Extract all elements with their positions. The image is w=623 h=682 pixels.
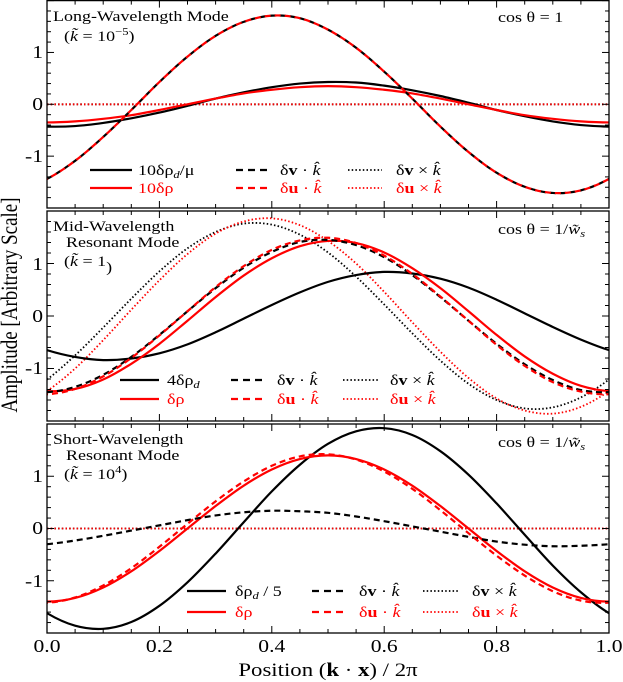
curve-solid-red (47, 454, 609, 603)
y-tick-label: 1 (32, 43, 43, 63)
legend-label: δρ (235, 603, 252, 620)
legend-label: δv × k̂ (390, 371, 435, 388)
y-tick-label: -1 (25, 359, 43, 379)
wavenumber-label: (k̃ = 1) (64, 252, 112, 275)
legend-label: δρ (167, 390, 184, 407)
plot-frame (46, 0, 610, 209)
legend-label: δρd / 5 (235, 582, 282, 601)
legend-label: δu · k̂ (280, 179, 322, 196)
y-tick-label: 0 (32, 307, 43, 327)
curve-dashed-red (47, 453, 609, 604)
curve-dashed-red (47, 236, 609, 396)
panel-long-wavelength: Long-Wavelength Mode (k̃ = 10−5) cos θ =… (25, 0, 610, 209)
y-tick-label: 1 (32, 467, 43, 487)
legend-label: δv · k̂ (277, 371, 318, 388)
panel-title: Long-Wavelength Mode (53, 7, 229, 24)
plot-frame (46, 423, 610, 634)
legend-label: δu × k̂ (472, 603, 518, 620)
legend-label: δu · k̂ (277, 390, 319, 407)
curve-dotted-black (47, 222, 609, 410)
x-tick-label: 0.0 (34, 637, 61, 657)
cos-theta-annotation: cos θ = 1/w̃s (498, 433, 586, 452)
legend-label: 10δρd/μ (138, 161, 194, 180)
x-tick-label: 0.4 (258, 637, 285, 657)
legend-label: δv · k̂ (359, 582, 400, 599)
plot-frame (46, 210, 610, 422)
x-axis-label: Position (k · x) / 2π (238, 659, 418, 681)
y-tick-label: 0 (32, 519, 43, 539)
x-tick-label: 0.2 (146, 637, 173, 657)
curve-dashed-black (47, 238, 609, 394)
y-tick-label: -1 (25, 147, 43, 167)
legend: 4δρd δρ δv · k̂ δu · k̂ δv × k̂ δu × k̂ (120, 371, 436, 408)
curve-dashed-red (47, 14, 609, 195)
curve-solid-black (47, 426, 609, 631)
x-tick-label: 1.0 (596, 637, 623, 657)
legend: 10δρd/μ 10δρ δv · k̂ δu · k̂ δv × k̂ δu … (90, 161, 442, 197)
cos-theta-annotation: cos θ = 1/w̃s (498, 220, 586, 239)
plot-curves (47, 426, 609, 631)
curve-solid-red (47, 85, 609, 124)
curve-solid-black (47, 270, 609, 362)
legend-label: 10δρ (138, 179, 173, 196)
legend-label: 4δρd (167, 371, 200, 390)
legend-label: δv × k̂ (396, 161, 441, 178)
panel-short-wavelength: Short-Wavelength Resonant Mode (k̃ = 104… (25, 423, 623, 657)
cos-theta-annotation: cos θ = 1 (498, 8, 563, 25)
legend-label: δu × k̂ (390, 390, 436, 407)
wavenumber-label: (k̃ = 10−5) (64, 26, 134, 45)
legend: δρd / 5 δρ δv · k̂ δu · k̂ δv × k̂ δu × … (187, 582, 518, 621)
legend-label: δu · k̂ (359, 603, 401, 620)
legend-label: δv · k̂ (280, 161, 321, 178)
panel-title: Short-Wavelength (53, 430, 184, 447)
y-tick-label: 0 (32, 95, 43, 115)
y-tick-label: -1 (25, 572, 43, 592)
panel-title: Mid-Wavelength (53, 217, 175, 234)
panel-subtitle: Resonant Mode (66, 446, 179, 463)
legend-label: δu × k̂ (396, 179, 442, 196)
y-axis-label: Amplitude [Arbitrary Scale] (0, 197, 22, 412)
plot-curves (47, 14, 609, 195)
panel-mid-wavelength: Mid-Wavelength Resonant Mode (k̃ = 1) co… (25, 210, 610, 422)
y-tick-label: 1 (32, 255, 43, 275)
x-tick-label: 0.6 (371, 637, 398, 657)
panel-subtitle: Resonant Mode (66, 233, 179, 250)
x-tick-label: 0.8 (483, 637, 510, 657)
plot-curves (47, 217, 609, 415)
legend-label: δv × k̂ (472, 582, 517, 599)
curve-solid-red (47, 239, 609, 393)
wavenumber-label: (k̃ = 104) (64, 464, 127, 483)
curve-dashed-black (47, 509, 609, 548)
